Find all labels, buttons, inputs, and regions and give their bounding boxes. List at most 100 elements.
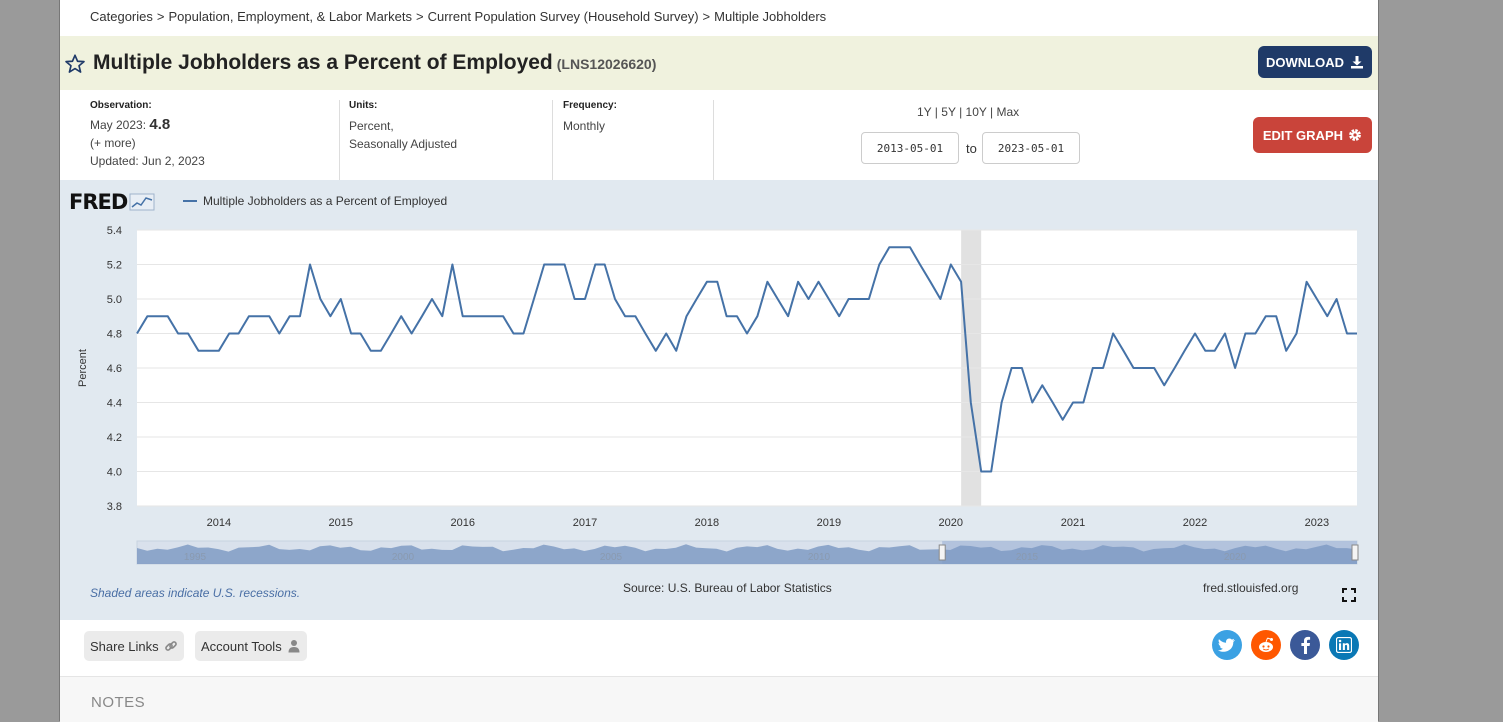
- fred-logo-text: FRED: [69, 190, 128, 214]
- y-tick-label: 4.0: [107, 467, 122, 479]
- units-block: Units: Percent, Seasonally Adjusted: [349, 92, 539, 180]
- navigator-label: 2000: [392, 552, 415, 563]
- start-date-input[interactable]: [861, 132, 959, 164]
- navigator-label: 2005: [600, 552, 623, 563]
- breadcrumb-separator: >: [156, 9, 165, 24]
- y-axis-label: Percent: [77, 349, 89, 387]
- units-line-1: Percent,: [349, 119, 394, 133]
- frequency-block: Frequency: Monthly: [563, 92, 703, 180]
- link-icon: [164, 641, 177, 651]
- navigator-label: 2020: [1224, 552, 1247, 563]
- navigator-label: 1995: [184, 552, 207, 563]
- navigator-label: 2015: [1016, 552, 1039, 563]
- x-tick-label: 2018: [695, 517, 719, 529]
- fred-logo: FRED: [69, 190, 155, 214]
- x-tick-label: 2016: [450, 517, 474, 529]
- x-tick-label: 2022: [1183, 517, 1207, 529]
- navigator-handle[interactable]: [1351, 544, 1359, 561]
- units-value: Percent, Seasonally Adjusted: [349, 117, 539, 153]
- breadcrumb-separator: >: [702, 9, 711, 24]
- legend-label: Multiple Jobholders as a Percent of Empl…: [203, 194, 448, 208]
- observation-value: 4.8: [149, 116, 171, 133]
- account-tools-label: Account Tools: [201, 638, 282, 654]
- range-1y[interactable]: 1Y: [917, 105, 932, 119]
- fullscreen-icon[interactable]: [1342, 588, 1356, 602]
- download-button[interactable]: DOWNLOAD: [1258, 46, 1372, 78]
- reddit-alien-icon: [1259, 637, 1273, 652]
- navigator-series: [137, 544, 1357, 564]
- breadcrumb-separator: >: [415, 9, 424, 24]
- to-label: to: [966, 141, 977, 156]
- breadcrumb-categories[interactable]: Categories: [90, 9, 153, 24]
- x-tick-label: 2015: [329, 517, 353, 529]
- range-selector: 1Y | 5Y | 10Y | Max: [917, 105, 1020, 119]
- y-tick-label: 3.8: [107, 501, 122, 513]
- reddit-icon[interactable]: [1251, 630, 1281, 660]
- navigator-label: 2010: [808, 552, 831, 563]
- units-label: Units:: [349, 100, 378, 111]
- end-date-input[interactable]: [982, 132, 1080, 164]
- range-max[interactable]: Max: [996, 105, 1020, 119]
- facebook-f-icon: [1301, 636, 1311, 654]
- navigator-handle[interactable]: [938, 544, 946, 561]
- frequency-value: Monthly: [563, 119, 606, 133]
- divider: [552, 100, 553, 180]
- series-line: [136, 246, 1357, 473]
- line-chart: 3.8 4.0 4.2 4.4 4.6 4.8 5.0 5.2 5.4 2014 2015 2016 2…: [77, 225, 1359, 565]
- breadcrumb-multiple-jobholders[interactable]: Multiple Jobholders: [714, 9, 827, 24]
- twitter-bird-icon: [1218, 638, 1235, 652]
- chart-area: 3.8 4.0 4.2 4.4 4.6 4.8 5.0 5.2 5.4 2014 2015 2016 2…: [60, 180, 1378, 620]
- series-title-text: Multiple Jobholders as a Percent of Empl…: [93, 51, 553, 74]
- more-link[interactable]: (+ more): [90, 136, 136, 150]
- y-tick-label: 5.2: [107, 260, 122, 272]
- x-tick-label: 2020: [939, 517, 963, 529]
- recession-note: Shaded areas indicate U.S. recessions.: [90, 586, 301, 600]
- star-icon[interactable]: [64, 53, 86, 75]
- account-tools-button[interactable]: Account Tools: [195, 631, 307, 661]
- fred-chart-icon: [129, 193, 155, 211]
- share-bar: Share Links Account Tools: [60, 620, 1378, 676]
- y-tick-label: 4.4: [107, 398, 122, 410]
- x-tick-label: 2021: [1061, 517, 1085, 529]
- divider: [713, 100, 714, 180]
- y-tick-label: 4.8: [107, 329, 122, 341]
- y-tick-label: 5.4: [107, 225, 122, 237]
- range-10y[interactable]: 10Y: [965, 105, 987, 119]
- fred-url[interactable]: fred.stlouisfed.org: [1203, 581, 1299, 595]
- range-5y[interactable]: 5Y: [941, 105, 956, 119]
- x-tick-label: 2023: [1305, 517, 1329, 529]
- download-label: DOWNLOAD: [1266, 54, 1344, 70]
- edit-graph-label: EDIT GRAPH: [1262, 127, 1343, 143]
- linkedin-icon[interactable]: [1329, 630, 1359, 660]
- notes-heading: NOTES: [91, 694, 146, 711]
- notes-section: NOTES: [60, 676, 1378, 722]
- breadcrumb-cps[interactable]: Current Population Survey (Household Sur…: [427, 9, 699, 24]
- user-icon: [288, 640, 300, 653]
- x-tick-label: 2014: [207, 517, 231, 529]
- download-icon: [1351, 56, 1363, 69]
- facebook-icon[interactable]: [1290, 630, 1320, 660]
- frequency-label: Frequency:: [563, 100, 617, 111]
- observation-date: May 2023:: [90, 118, 147, 132]
- edit-graph-button[interactable]: EDIT GRAPH: [1252, 117, 1372, 153]
- y-tick-label: 4.2: [107, 432, 122, 444]
- y-tick-label: 4.6: [107, 363, 122, 375]
- share-links-button[interactable]: Share Links: [84, 631, 184, 661]
- x-tick-label: 2017: [573, 517, 597, 529]
- y-tick-label: 5.0: [107, 294, 122, 306]
- breadcrumb: Categories > Population, Employment, & Lab…: [90, 9, 826, 24]
- observation-block: Observation: May 2023: 4.8 (+ more) Upda…: [90, 92, 330, 180]
- divider: [339, 100, 340, 180]
- share-links-label: Share Links: [90, 638, 159, 654]
- title-bar: Multiple Jobholders as a Percent of Empl…: [60, 36, 1378, 90]
- breadcrumb-population[interactable]: Population, Employment, & Labor Markets: [168, 9, 412, 24]
- x-tick-label: 2019: [817, 517, 841, 529]
- page: Categories > Population, Employment, & Lab…: [59, 0, 1379, 722]
- source-text: Source: U.S. Bureau of Labor Statistics: [623, 581, 832, 595]
- observation-line: May 2023: 4.8: [90, 116, 330, 134]
- twitter-icon[interactable]: [1212, 630, 1242, 660]
- linkedin-in-icon: [1336, 637, 1352, 653]
- updated-date: Updated: Jun 2, 2023: [90, 154, 205, 168]
- series-id: (LNS12026620): [556, 56, 657, 72]
- series-title: Multiple Jobholders as a Percent of Empl…: [93, 51, 656, 75]
